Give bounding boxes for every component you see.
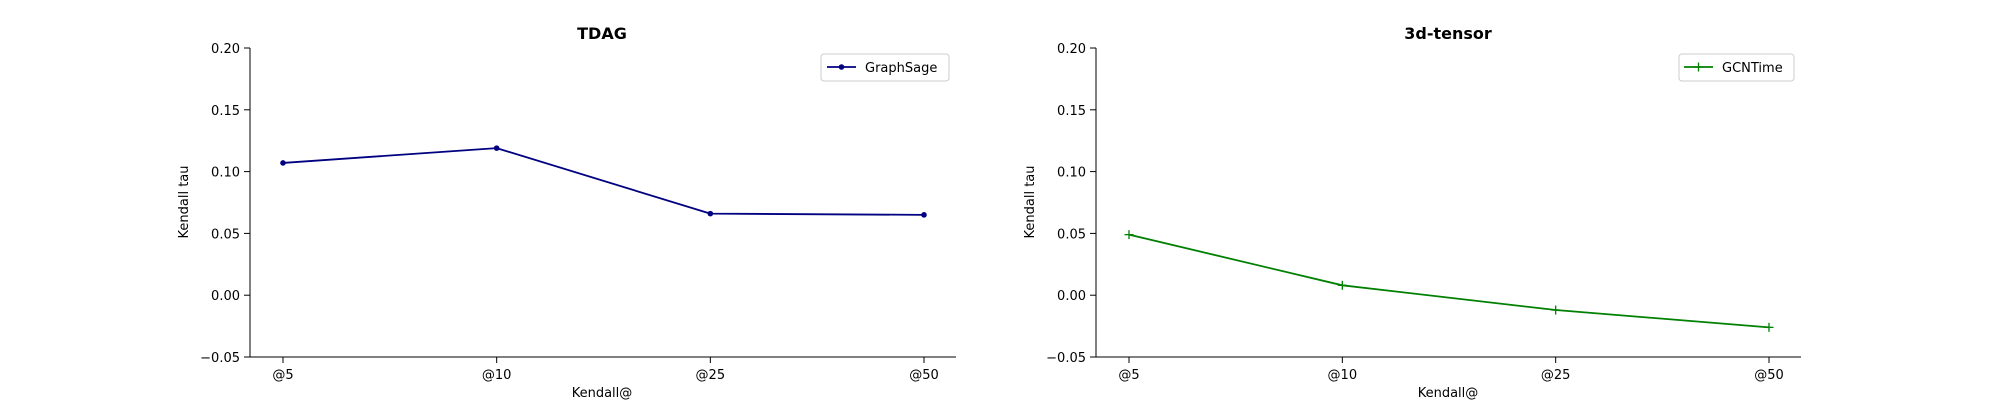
- y-tick-label: 0.10: [1057, 166, 1086, 181]
- series-layer: [280, 145, 927, 218]
- legend-box: [820, 53, 950, 82]
- chart-3d-tensor: 3d-tensor −0.05 0.00 0.05 0.10 0.15 0.20 @5 @1…: [1023, 24, 1801, 400]
- legend-box: [1678, 53, 1795, 82]
- marker-dot: [707, 210, 714, 217]
- legend-marker: [838, 64, 845, 70]
- legend-label: GCNTime: [1722, 61, 1783, 76]
- series-layer: [1124, 230, 1774, 332]
- y-tick-label: 0.15: [1057, 104, 1086, 119]
- x-tick-label: @10: [1328, 368, 1358, 383]
- y-axis-ticks: −0.05 0.00 0.05 0.10 0.15 0.20: [200, 42, 250, 366]
- chart-title: 3d-tensor: [1404, 24, 1492, 43]
- marker-dot: [493, 145, 500, 151]
- x-axis-label: Kendall@: [1418, 386, 1479, 400]
- y-tick-label: −0.05: [1046, 351, 1086, 366]
- marker-dot: [280, 160, 286, 166]
- x-tick-label: @25: [696, 368, 726, 383]
- x-tick-label: @50: [1754, 368, 1784, 383]
- x-axis-label: Kendall@: [572, 386, 633, 400]
- y-tick-label: 0.00: [1057, 289, 1086, 304]
- x-axis-ticks: @5 @10 @25 @50: [1118, 357, 1784, 383]
- x-tick-label: @25: [1541, 368, 1571, 383]
- x-tick-label: @5: [1118, 368, 1139, 383]
- marker-dot: [838, 64, 845, 70]
- series-line: [282, 147, 925, 216]
- x-axis-ticks: @5 @10 @25 @50: [272, 357, 939, 383]
- x-tick-label: @50: [909, 368, 939, 383]
- series-line: [1128, 233, 1770, 329]
- marker-plus: [1551, 305, 1561, 315]
- y-tick-label: 0.00: [211, 289, 240, 304]
- y-tick-label: −0.05: [200, 351, 240, 366]
- chart-title: TDAG: [577, 24, 627, 43]
- y-axis-ticks: −0.05 0.00 0.05 0.10 0.15 0.20: [1046, 42, 1096, 366]
- y-tick-label: 0.10: [211, 166, 240, 181]
- y-tick-label: 0.05: [211, 227, 240, 242]
- legend-label: GraphSage: [865, 61, 937, 76]
- y-tick-label: 0.20: [211, 42, 240, 57]
- x-tick-label: @10: [482, 368, 512, 383]
- y-axis-label: Kendall tau: [1023, 166, 1038, 239]
- legend: GCNTime: [1678, 53, 1795, 82]
- y-tick-label: 0.20: [1057, 42, 1086, 57]
- legend-marker: [1694, 62, 1703, 72]
- legend: GraphSage: [820, 53, 950, 82]
- y-tick-label: 0.05: [1057, 227, 1086, 242]
- marker-plus: [1764, 322, 1774, 332]
- marker-plus: [1124, 230, 1134, 240]
- marker-plus: [1694, 62, 1703, 72]
- marker-plus: [1337, 280, 1347, 290]
- y-tick-label: 0.15: [211, 104, 240, 119]
- marker-dot: [921, 212, 927, 218]
- x-tick-label: @5: [272, 368, 293, 383]
- y-axis-label: Kendall tau: [177, 166, 192, 239]
- chart-tdag: TDAG −0.050.000.050.100.150.20 @5 @10 @25 @…: [177, 24, 956, 400]
